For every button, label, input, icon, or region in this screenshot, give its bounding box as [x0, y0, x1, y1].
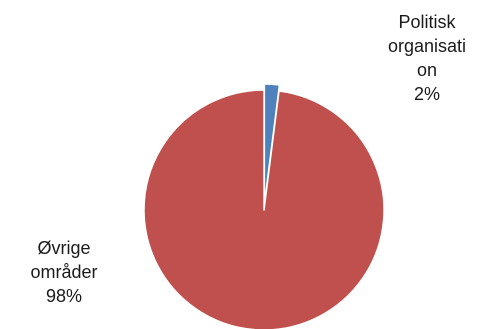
- slice-label-ovrige-omrader: Øvrige områder 98%: [4, 236, 124, 308]
- slice-label-line: on: [416, 60, 438, 80]
- slice-percent-label: 98%: [45, 286, 83, 306]
- slice-label-politisk-organisation: Politisk organisati on 2%: [372, 10, 482, 106]
- slice-label-line: Øvrige: [37, 238, 91, 258]
- pie-slice--vrige-omr-der: [143, 89, 385, 329]
- slice-percent-label: 2%: [413, 84, 440, 104]
- slice-label-line: Politisk: [398, 12, 456, 32]
- slice-label-line: organisati: [387, 36, 467, 56]
- slice-label-line: områder: [30, 262, 98, 282]
